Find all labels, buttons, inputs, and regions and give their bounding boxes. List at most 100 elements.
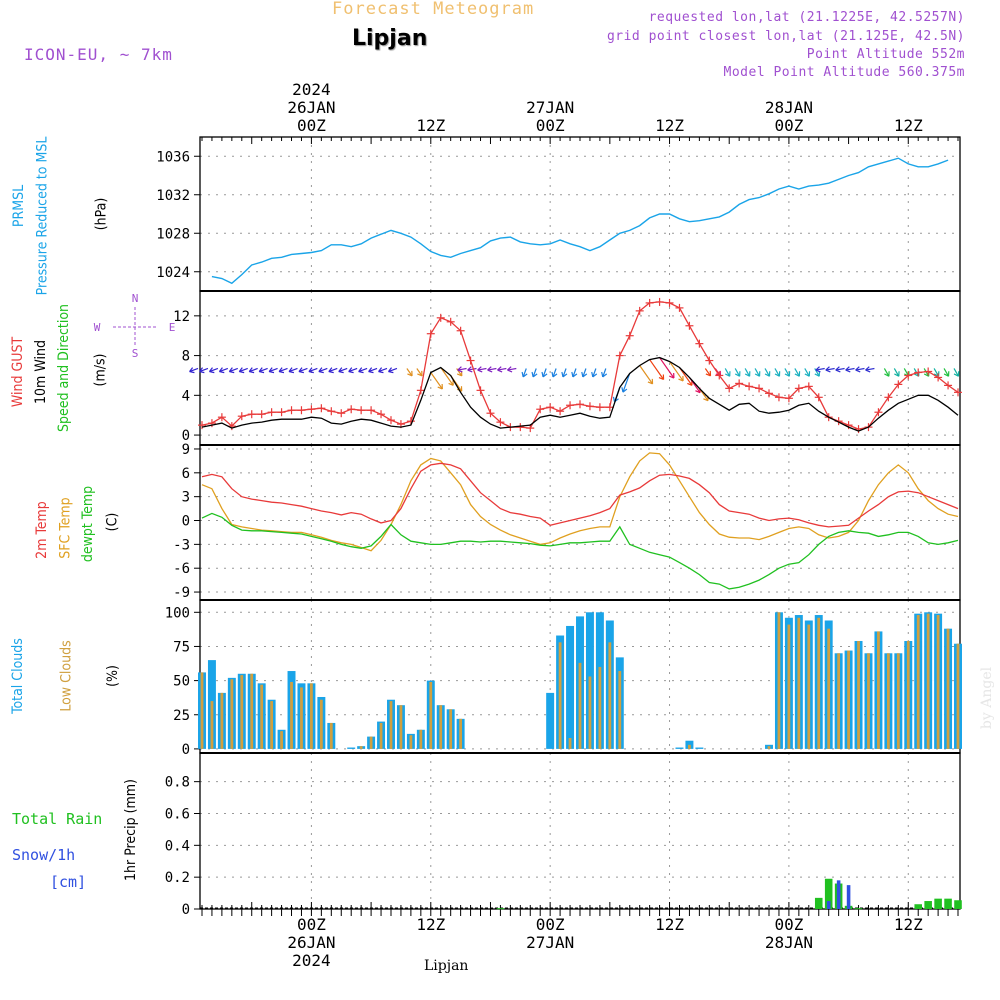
legend-snow: Snow/1h [12, 846, 75, 864]
wind-arrow-head [845, 369, 851, 373]
wind-arrow-head [417, 373, 423, 377]
wind-ytick-label: 4 [182, 388, 190, 404]
wind-arrow-head [521, 371, 524, 378]
pressure-ytick-label: 1024 [156, 265, 190, 281]
wind-arrow-head [705, 373, 711, 377]
compass-e: E [169, 321, 176, 334]
wind-arrow-head [308, 367, 313, 372]
total-cloud-bar [566, 625, 575, 749]
snow-bar [846, 885, 851, 909]
wind-arrow-head [358, 370, 364, 374]
wind-arrow-head [744, 373, 750, 377]
compass-w: W [94, 321, 101, 334]
top-time-label: 28JAN [765, 98, 813, 117]
precip-panel: 0 0.2 0.4 0.6 0.8 [165, 752, 961, 918]
wind-arrow-head [923, 373, 929, 377]
wind-arrow-head [497, 366, 502, 371]
wind-arrow [865, 367, 875, 371]
pressure-ytick-label: 1032 [156, 188, 190, 204]
wind-arrow [532, 368, 537, 378]
rain-bar [934, 898, 942, 909]
wind-arrow-head [497, 369, 503, 373]
wind-arrow-head [228, 367, 233, 372]
wind-arrow [239, 367, 248, 373]
wind-arrow-head [825, 369, 831, 373]
wind-arrow-head [288, 370, 295, 374]
wind-arrow [943, 368, 950, 377]
wind-ytick-label: 12 [173, 309, 190, 325]
wind-arrow-head [199, 370, 205, 374]
wind-arrow-head [734, 373, 740, 377]
low-cloud-bar [578, 662, 582, 749]
wind-arrow-head [278, 367, 283, 372]
wind-arrow [893, 368, 900, 377]
wind-arrow-head [764, 373, 770, 377]
low-cloud-bar [399, 705, 403, 749]
requested-coords: requested lon,lat (21.1225E, 42.5257N) [648, 10, 965, 25]
wind-arrow-head [456, 373, 463, 377]
wind-arrow-head [348, 370, 354, 374]
wind-arrow-head [318, 367, 323, 372]
rain-bar [954, 900, 962, 909]
low-cloud-bar [310, 683, 313, 749]
pressure-ytick-label: 1028 [156, 226, 190, 242]
wind-arrow [440, 367, 454, 386]
temp-ytick-label: -9 [173, 585, 190, 601]
low-cloud-bar [319, 699, 323, 749]
wind-arrow [388, 367, 398, 373]
cloud-ytick-label: 75 [173, 639, 190, 655]
wind-arrow-head [318, 370, 324, 374]
wind-arrow-head [268, 370, 275, 374]
wind-arrow-head [457, 366, 462, 371]
wind-arrow [744, 368, 751, 377]
wind-arrow [602, 368, 607, 378]
low-cloud-bar [270, 701, 274, 749]
bottom-time-label: 00Z [297, 915, 326, 934]
wind-arrow-head [865, 366, 870, 371]
wind-arrow [219, 367, 229, 373]
wind-arrow-head [551, 371, 554, 378]
temp-ytick-label: -3 [173, 537, 190, 553]
wind-arrow [764, 368, 771, 377]
low-cloud-bar [200, 672, 204, 749]
legend-total-rain: Total Rain [12, 810, 102, 828]
wind-arrow-head [855, 366, 860, 371]
pressure-frame [199, 136, 961, 292]
wind-arrow-head [522, 373, 528, 378]
wind-arrow [669, 361, 684, 382]
wind-arrow-head [258, 367, 263, 372]
wind-arrow-head [229, 370, 235, 374]
wind-arrow [572, 368, 577, 378]
wind-arrow-head [814, 373, 820, 377]
rain-bar [496, 908, 505, 910]
wind-arrow [814, 368, 820, 377]
wind-arrow [835, 367, 845, 371]
wind-arrow-head [218, 367, 223, 372]
wind-arrow-head [199, 367, 204, 372]
low-cloud-bar [359, 746, 363, 749]
location-title: Lipjan [352, 26, 428, 51]
wind-arrow [659, 357, 675, 379]
wind-arrow-head [259, 370, 265, 374]
low-cloud-bar [767, 746, 771, 749]
wind-arrow-head [388, 367, 393, 372]
wind-arrow [467, 367, 477, 371]
low-cloud-bar [936, 615, 940, 749]
top-time-label: 12Z [416, 116, 445, 135]
wind-arrow [308, 367, 318, 373]
wind-arrow-head [487, 366, 492, 371]
wind-arrow [298, 367, 308, 373]
total-cloud-bar [695, 747, 704, 749]
top-time-label: 12Z [655, 116, 684, 135]
wind-arrow [883, 368, 890, 377]
wind-arrow [845, 367, 855, 371]
wind-arrow-head [591, 371, 594, 378]
wind-arrow-head [209, 370, 215, 374]
wind-ytick-label: 8 [182, 349, 190, 365]
wind-arrow [249, 367, 258, 373]
top-time-label: 00Z [774, 116, 803, 135]
wind-arrow [229, 367, 238, 373]
wind-arrow [288, 367, 298, 373]
precip-ytick-label: 0 [182, 902, 190, 918]
wind-arrow [328, 367, 338, 373]
